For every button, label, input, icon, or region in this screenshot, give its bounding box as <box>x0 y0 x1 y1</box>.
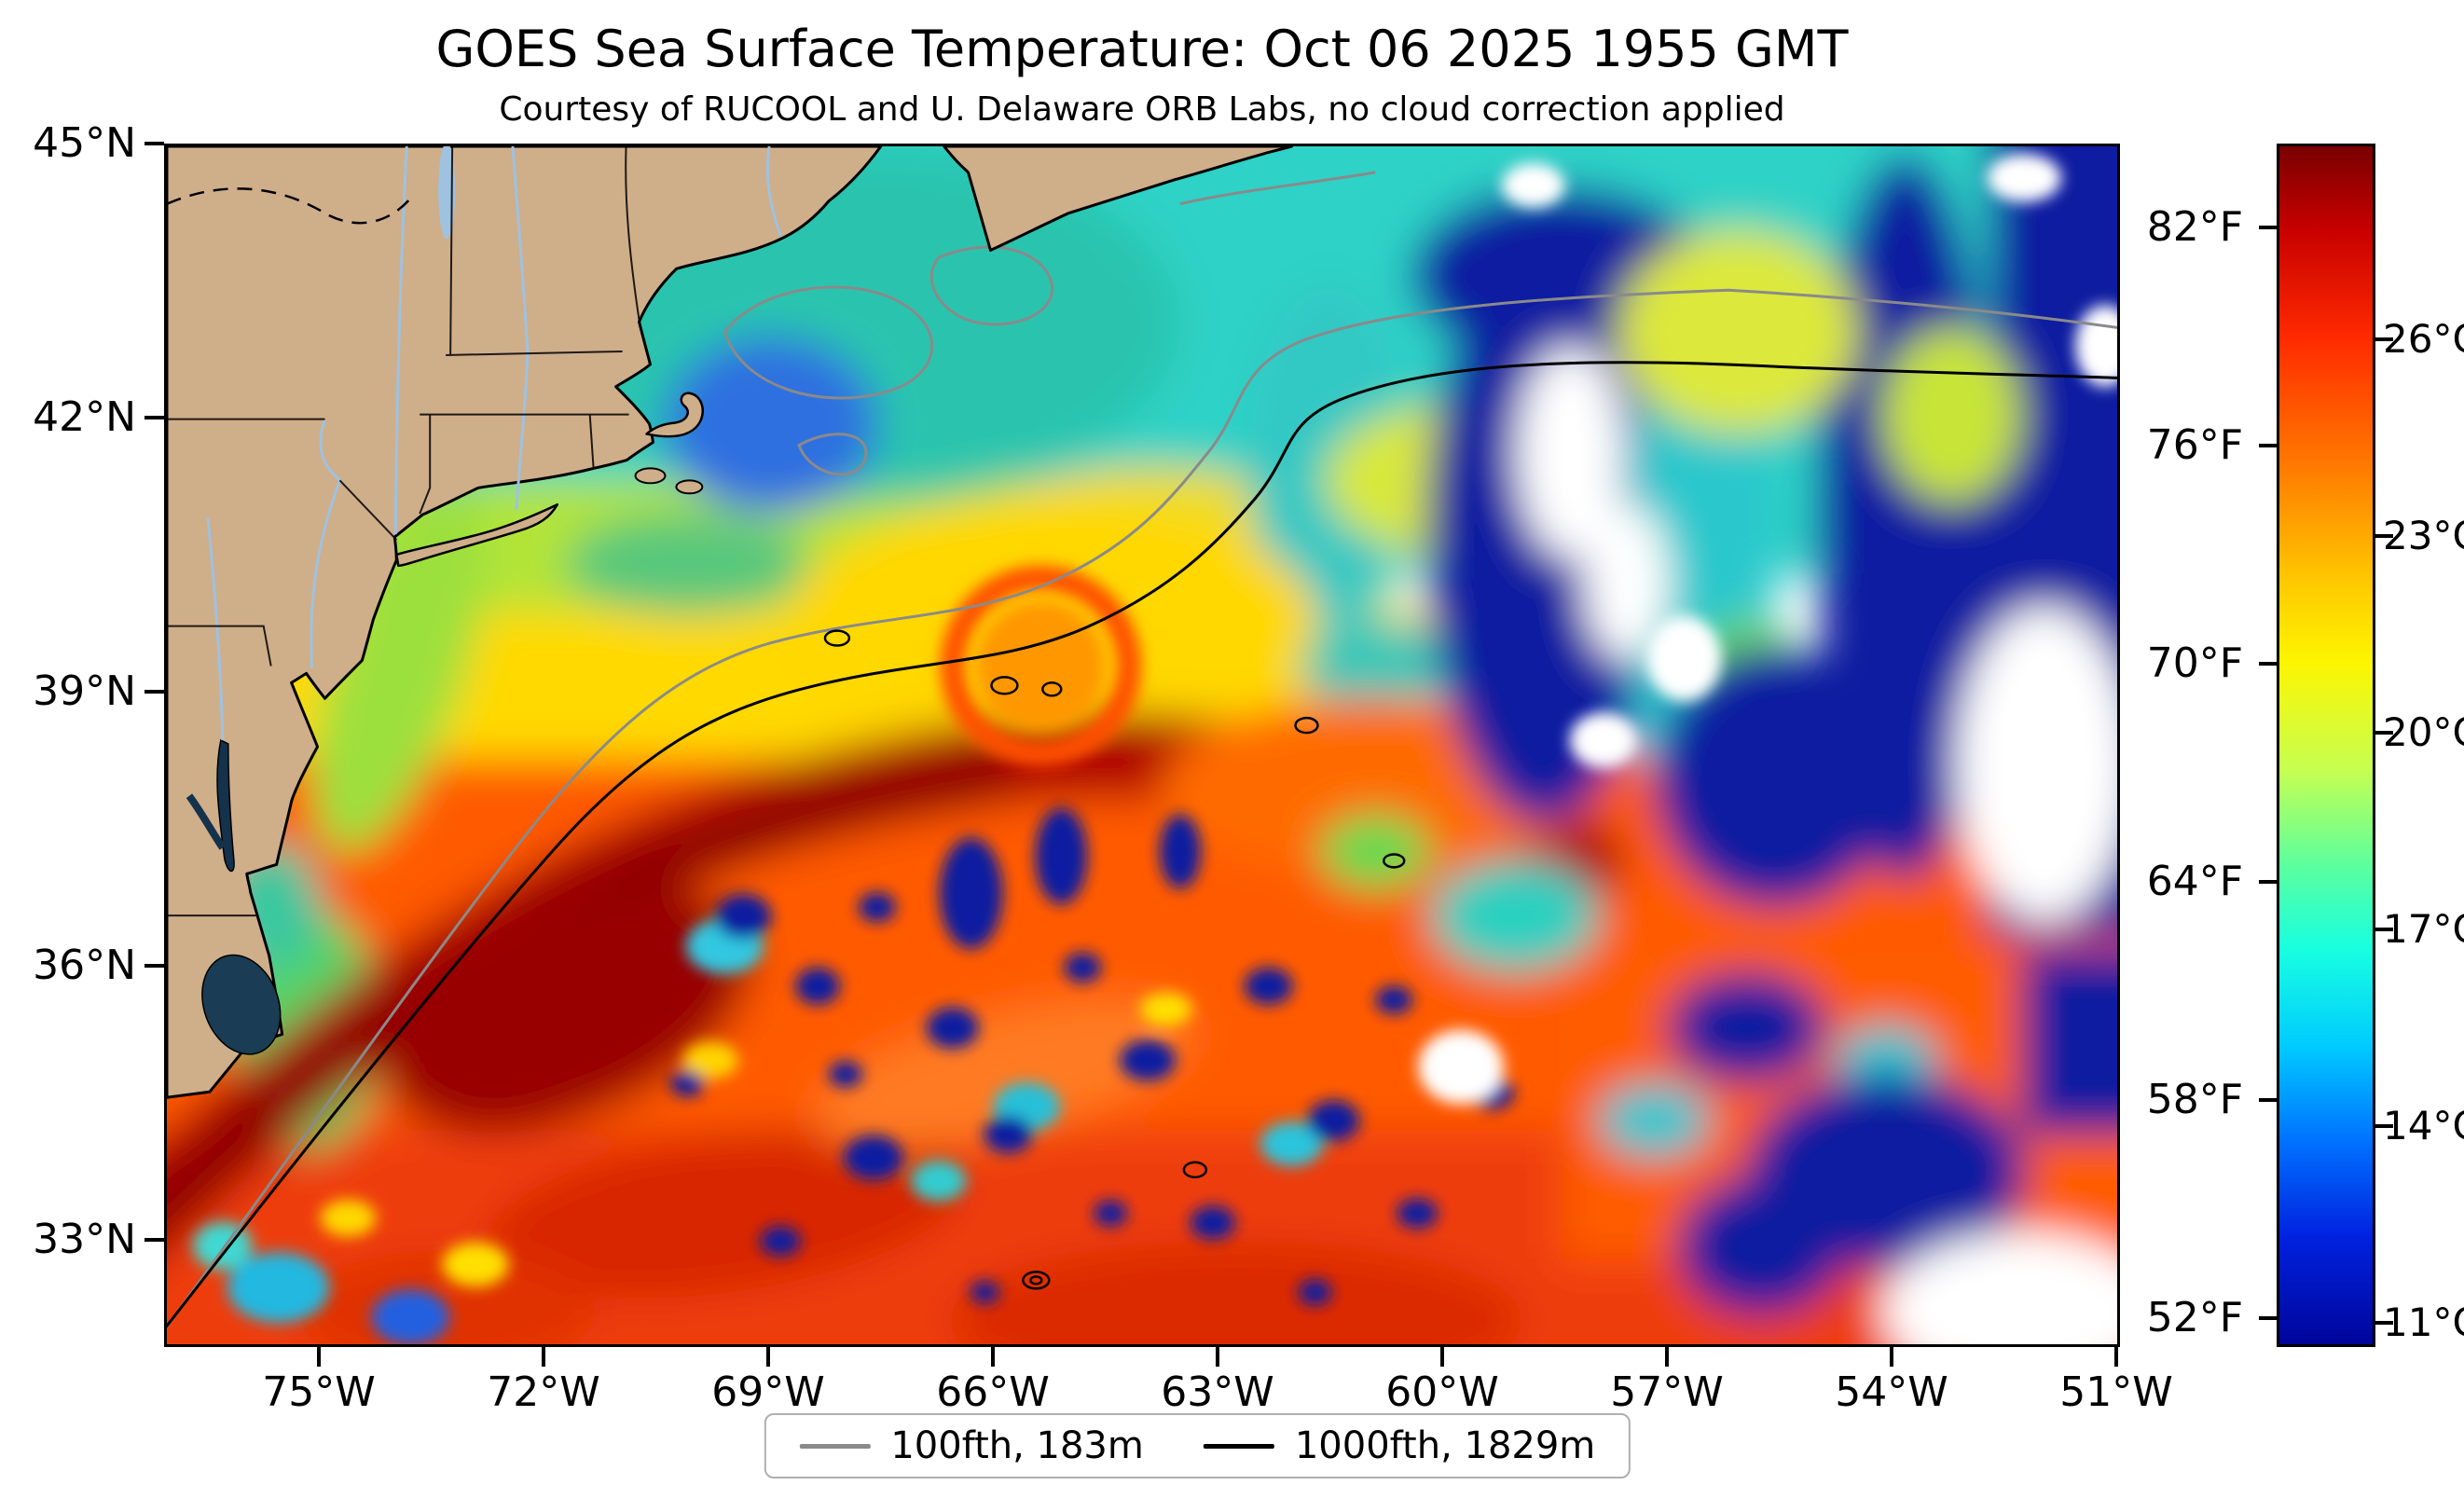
colorbar-celsius-label: 14°C <box>2383 1103 2464 1148</box>
cape-cod <box>645 392 704 438</box>
nova-scotia <box>943 146 1294 252</box>
colorbar-fahrenheit-label: 82°F <box>2146 203 2243 251</box>
y-tick-label: 33°N <box>33 1216 136 1263</box>
colorbar-celsius-tick-mark <box>2375 928 2393 931</box>
y-tick-label: 39°N <box>33 667 136 715</box>
x-tick-label: 51°W <box>2059 1368 2173 1416</box>
contour-100-fathom <box>167 171 2117 1329</box>
x-tick-mark <box>2114 1347 2118 1367</box>
legend-item: 1000fth, 1829m <box>1203 1424 1596 1467</box>
legend-label: 100fth, 183m <box>890 1424 1144 1467</box>
potomac-river <box>186 793 227 850</box>
x-tick-mark <box>542 1347 545 1367</box>
colorbar-celsius-label: 23°C <box>2383 513 2464 558</box>
colorbar-celsius-tick-mark <box>2375 731 2393 735</box>
y-tick-label: 42°N <box>33 393 136 441</box>
x-tick-label: 75°W <box>262 1368 376 1416</box>
x-tick-label: 57°W <box>1610 1368 1724 1416</box>
x-tick-label: 54°W <box>1835 1368 1948 1416</box>
colorbar-celsius-label: 17°C <box>2383 906 2464 952</box>
colorbar-fahrenheit-tick-mark <box>2259 662 2277 666</box>
legend-line-sample <box>1203 1443 1274 1449</box>
colorbar-celsius-tick-mark <box>2375 337 2393 341</box>
y-tick-label: 45°N <box>33 119 136 167</box>
x-tick-label: 63°W <box>1161 1368 1274 1416</box>
long-island <box>395 502 559 568</box>
x-tick-mark <box>766 1347 770 1367</box>
rivers <box>206 146 782 741</box>
x-tick-mark <box>991 1347 995 1367</box>
colorbar-fahrenheit-tick-mark <box>2259 444 2277 447</box>
contour-legend: 100fth, 183m 1000fth, 1829m <box>764 1413 1631 1478</box>
legend-item: 100fth, 183m <box>799 1424 1144 1467</box>
colorbar-fahrenheit-tick-mark <box>2259 1098 2277 1102</box>
sst-detail <box>192 153 2117 1344</box>
colorbar-celsius-label: 20°C <box>2383 709 2464 755</box>
x-tick-label: 66°W <box>936 1368 1050 1416</box>
mainland-coast <box>167 146 883 1099</box>
marthas-vineyard <box>634 467 667 485</box>
figure-title: GOES Sea Surface Temperature: Oct 06 202… <box>435 20 1849 78</box>
y-tick-mark <box>145 690 164 694</box>
legend-label: 1000fth, 1829m <box>1294 1424 1596 1467</box>
x-tick-mark <box>317 1347 321 1367</box>
figure-subtitle: Courtesy of RUCOOL and U. Delaware ORB L… <box>499 90 1785 129</box>
colorbar-celsius-tick-mark <box>2375 1321 2393 1325</box>
legend-line-sample <box>799 1443 871 1449</box>
colorbar-fahrenheit-label: 70°F <box>2146 639 2243 687</box>
y-tick-mark <box>145 416 164 419</box>
state-borders <box>167 146 640 917</box>
x-tick-mark <box>1890 1347 1893 1367</box>
pamlico-sound <box>201 954 282 1055</box>
y-tick-label: 36°N <box>33 942 136 989</box>
x-tick-label: 60°W <box>1385 1368 1499 1416</box>
x-tick-mark <box>1440 1347 1444 1367</box>
colorbar-fahrenheit-label: 52°F <box>2146 1294 2243 1341</box>
y-tick-mark <box>145 1238 164 1242</box>
x-tick-label: 69°W <box>711 1368 825 1416</box>
colorbar-fahrenheit-label: 58°F <box>2146 1076 2243 1123</box>
x-tick-mark <box>1216 1347 1219 1367</box>
colorbar-celsius-label: 26°C <box>2383 316 2464 362</box>
x-tick-mark <box>1665 1347 1669 1367</box>
land <box>167 146 1294 1099</box>
colorbar-fahrenheit-label: 64°F <box>2146 858 2243 905</box>
colorbar-celsius-tick-mark <box>2375 534 2393 538</box>
bathymetry-contours <box>167 171 2117 1329</box>
contour-1000-fathom <box>167 361 2117 1328</box>
dashed-boundary <box>167 187 412 225</box>
colorbar <box>2277 144 2375 1347</box>
sst-map-svg <box>167 146 2117 1344</box>
x-tick-label: 72°W <box>487 1368 600 1416</box>
colorbar-celsius-label: 11°C <box>2383 1299 2464 1345</box>
colorbar-fahrenheit-tick-mark <box>2259 226 2277 229</box>
colorbar-fahrenheit-label: 76°F <box>2146 421 2243 469</box>
colorbar-fahrenheit-tick-mark <box>2259 1316 2277 1320</box>
colorbar-gradient <box>2279 146 2373 1344</box>
colorbar-celsius-tick-mark <box>2375 1124 2393 1128</box>
colorbar-fahrenheit-tick-mark <box>2259 880 2277 884</box>
y-tick-mark <box>145 142 164 145</box>
map-plot-area <box>164 144 2120 1347</box>
nantucket <box>675 479 704 495</box>
chesapeake-bay <box>216 738 235 873</box>
seamount-contours <box>823 629 1406 1290</box>
y-tick-mark <box>145 964 164 968</box>
